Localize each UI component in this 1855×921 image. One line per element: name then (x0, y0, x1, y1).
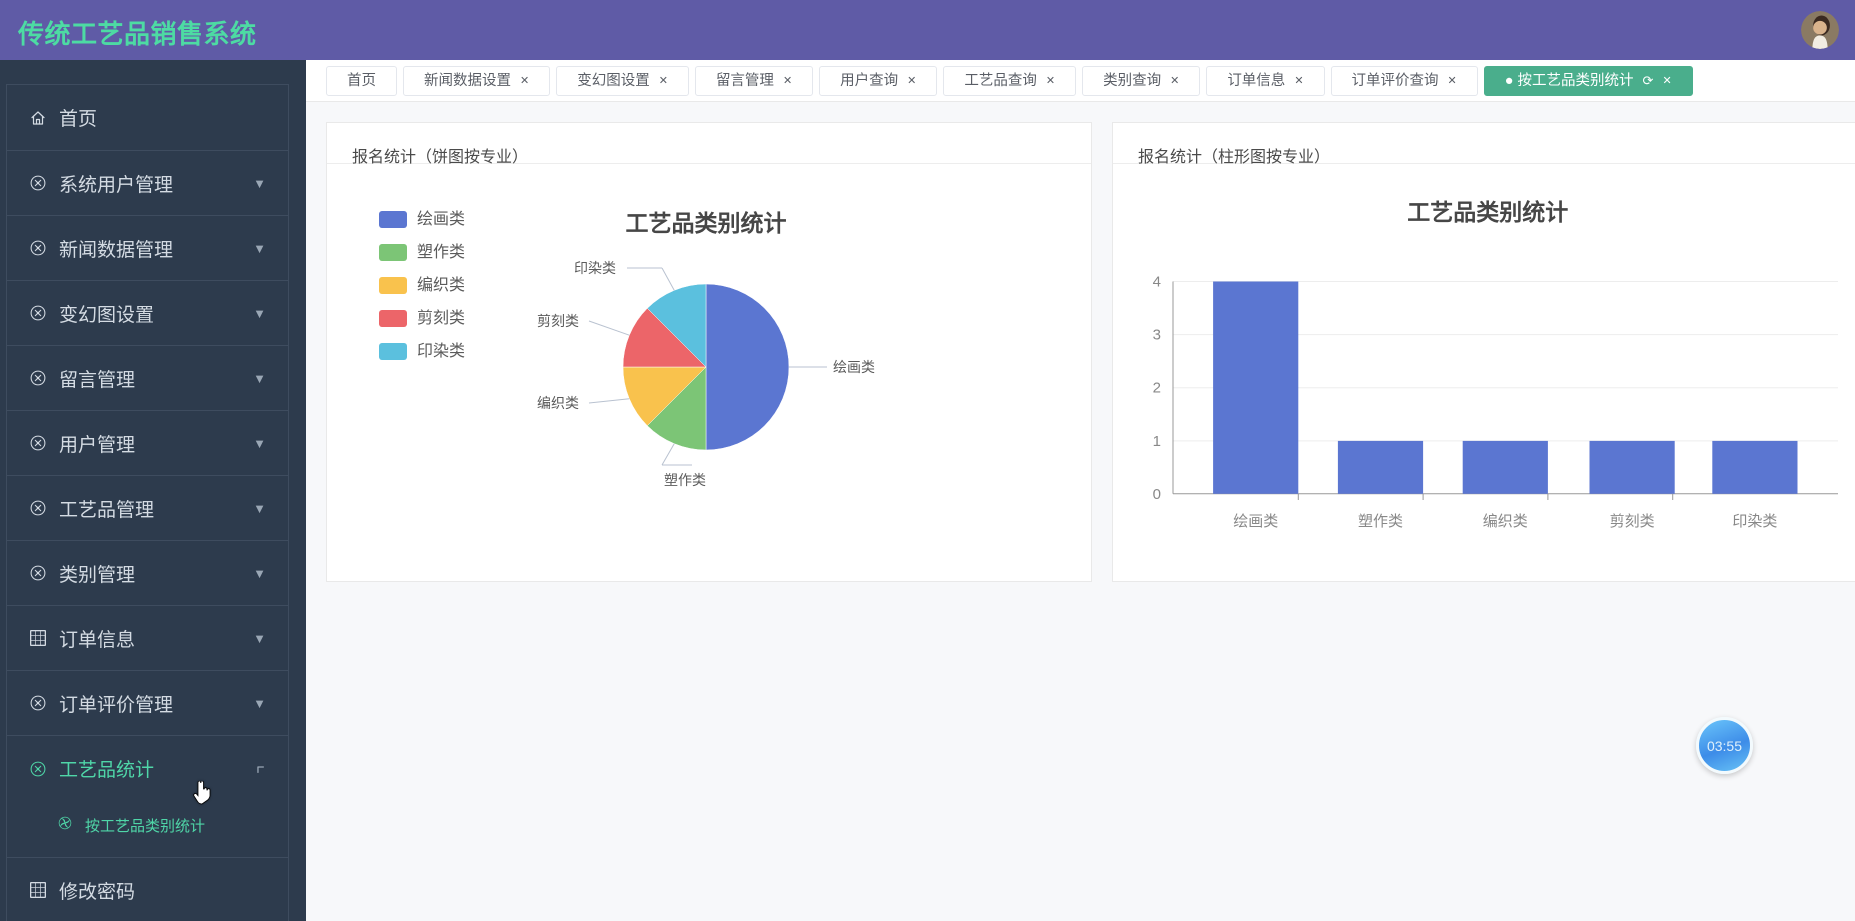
svg-text:塑作类: 塑作类 (1358, 513, 1403, 530)
svg-text:2: 2 (1153, 380, 1161, 397)
svg-text:绘画类: 绘画类 (833, 359, 875, 375)
svg-text:印染类: 印染类 (1732, 513, 1777, 530)
svg-text:3: 3 (1153, 327, 1161, 344)
svg-text:工艺品类别统计: 工艺品类别统计 (626, 210, 787, 236)
svg-text:剪刻类: 剪刻类 (1610, 513, 1655, 530)
svg-text:编织类: 编织类 (417, 276, 465, 294)
svg-text:剪刻类: 剪刻类 (537, 313, 579, 329)
svg-text:绘画类: 绘画类 (1233, 513, 1278, 530)
svg-text:塑作类: 塑作类 (417, 243, 465, 261)
svg-text:编织类: 编织类 (537, 395, 579, 411)
svg-text:印染类: 印染类 (574, 260, 616, 276)
svg-text:工艺品类别统计: 工艺品类别统计 (1407, 199, 1568, 225)
svg-text:1: 1 (1153, 433, 1161, 450)
svg-text:剪刻类: 剪刻类 (417, 309, 465, 327)
svg-text:印染类: 印染类 (417, 342, 465, 360)
svg-text:编织类: 编织类 (1483, 513, 1528, 530)
svg-text:4: 4 (1153, 274, 1161, 291)
svg-text:塑作类: 塑作类 (664, 472, 706, 488)
svg-text:绘画类: 绘画类 (417, 210, 465, 228)
svg-text:0: 0 (1153, 486, 1161, 503)
